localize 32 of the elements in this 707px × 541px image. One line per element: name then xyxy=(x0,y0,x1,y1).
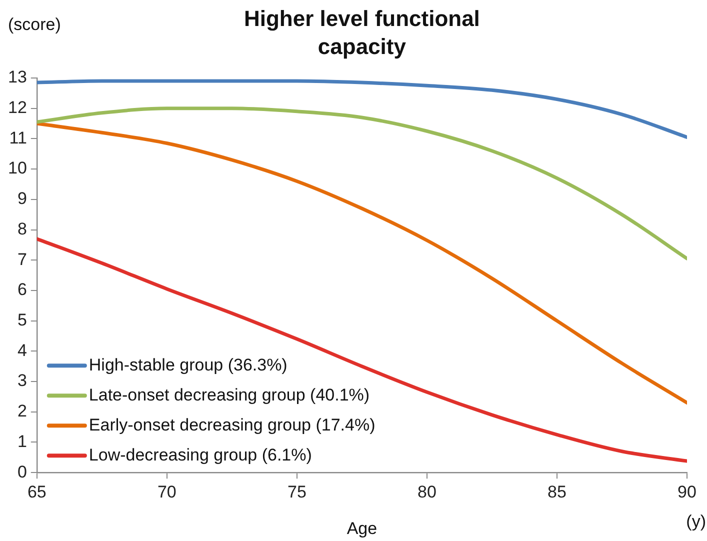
text: (y) xyxy=(686,512,706,531)
y-tick-label: 7 xyxy=(17,250,27,269)
y-tick-label: 13 xyxy=(8,68,27,87)
x-tick-label: 65 xyxy=(27,482,46,502)
legend-label: Late-onset decreasing group (40.1%) xyxy=(88,385,370,404)
y-tick-label: 3 xyxy=(17,371,27,390)
y-tick-label: 2 xyxy=(17,402,27,421)
x-tick-label: 75 xyxy=(287,482,306,502)
y-tick-label: 8 xyxy=(17,219,27,238)
line-series xyxy=(36,122,687,405)
line-series xyxy=(36,237,687,463)
y-axis-title: (score) xyxy=(8,15,61,34)
x-tick-label: 90 xyxy=(678,482,696,502)
y-tick-label: 6 xyxy=(17,280,27,300)
line-series xyxy=(36,106,687,260)
legend-label: High-stable group (36.3%) xyxy=(88,355,288,374)
chart-title: Higher level functional capacity xyxy=(244,6,480,59)
y-tick-label: 0 xyxy=(17,462,27,482)
x-tick-label: 70 xyxy=(157,482,176,502)
x-tick-label: 85 xyxy=(548,482,566,502)
line-series xyxy=(36,79,687,139)
legend-label: Early-onset decreasing group (17.4%) xyxy=(88,415,376,434)
y-tick-label: 11 xyxy=(9,128,27,148)
y-tick-label: 5 xyxy=(17,310,27,330)
x-tick-label: 80 xyxy=(418,482,436,502)
y-tick-label: 9 xyxy=(17,189,27,208)
y-tick-label: 1 xyxy=(17,432,27,451)
legend-label: Low-decreasing group (6.1%) xyxy=(88,445,312,464)
y-tick-label: 12 xyxy=(8,98,27,118)
x-axis-title: Age xyxy=(346,519,378,538)
y-tick-label: 10 xyxy=(8,158,27,178)
y-tick-label: 4 xyxy=(17,340,27,360)
